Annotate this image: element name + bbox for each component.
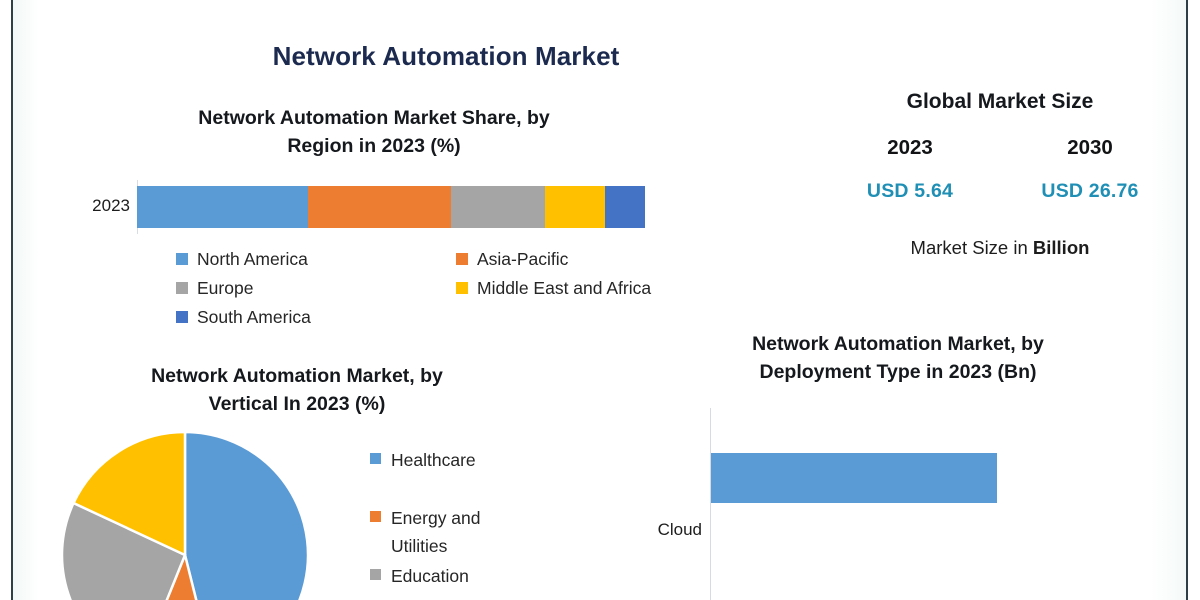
region-legend-label: North America [197, 249, 308, 269]
vertical-legend-item: Healthcare [370, 446, 600, 474]
pie-slice [62, 501, 187, 600]
region-legend-label: Middle East and Africa [477, 278, 652, 299]
global-market-size-values: 2023 USD 5.64 2030 USD 26.76 [820, 136, 1180, 203]
deployment-axis-line [710, 408, 711, 600]
global-footnote-prefix: Market Size in [910, 237, 1033, 258]
region-legend-label: Europe [197, 278, 254, 299]
region-legend-item: Asia-Pacific [456, 249, 736, 269]
global-market-size-footnote: Market Size in Billion [820, 237, 1180, 259]
vertical-pie-chart [62, 432, 308, 600]
pie-slice [71, 432, 187, 557]
legend-swatch-icon [456, 253, 468, 265]
global-year-2030: 2030 [1067, 136, 1113, 159]
deployment-chart-title-line1: Network Automation Market, by [752, 333, 1044, 355]
region-bar-segment [544, 186, 605, 228]
global-market-size-panel: Global Market Size 2023 USD 5.64 2030 US… [820, 90, 1180, 290]
global-year-2023: 2023 [887, 136, 933, 159]
region-legend-item: Europe [176, 278, 456, 298]
global-market-size-2023-column: 2023 USD 5.64 [820, 136, 1000, 203]
pie-slice [183, 432, 308, 600]
deployment-bar-chart: Cloud [640, 408, 1180, 600]
deployment-category-label: Cloud [657, 520, 702, 539]
legend-swatch-icon [456, 282, 468, 295]
page-title: Network Automation Market [272, 41, 620, 71]
global-market-size-2030-column: 2030 USD 26.76 [1000, 136, 1180, 203]
legend-swatch-icon [176, 311, 188, 324]
region-plot-area [137, 180, 647, 234]
vertical-chart-title-line2: Vertical In 2023 (%) [208, 393, 386, 416]
region-chart-title: Network Automation Market Share, by Regi… [96, 104, 652, 161]
vertical-share-panel: Network Automation Market, by Vertical I… [40, 362, 600, 600]
deployment-bar-cloud [711, 453, 997, 503]
vertical-legend-label: Education [391, 566, 469, 586]
global-footnote-unit: Billion [1032, 237, 1090, 258]
region-bar-segment [604, 186, 645, 228]
region-chart-title-line1: Network Automation Market Share, by [198, 107, 550, 129]
region-bar-segment [137, 186, 309, 228]
vertical-legend: Healthcare Energy and Utilities Education [370, 446, 600, 590]
region-chart-title-line2: Region in 2023 (%) [287, 135, 461, 158]
legend-swatch-icon [370, 569, 381, 580]
legend-swatch-icon [370, 453, 381, 464]
region-bar-segment [308, 186, 451, 228]
deployment-type-panel: Network Automation Market, by Deployment… [640, 330, 1180, 600]
region-legend-label: South America [197, 307, 311, 328]
global-value-2030: USD 26.76 [1041, 180, 1139, 202]
deployment-chart-title-line2: Deployment Type in 2023 (Bn) [759, 361, 1037, 384]
vertical-legend-label: Energy and Utilities [391, 508, 481, 556]
vertical-legend-label: Healthcare [391, 450, 476, 470]
region-legend-item: South America [176, 307, 456, 327]
region-stacked-bar-chart: 2023 [36, 180, 676, 240]
left-border-rule [11, 0, 13, 600]
region-legend-item: North America [176, 249, 456, 269]
right-border-rule [1186, 0, 1188, 600]
vertical-legend-item: Education [370, 562, 600, 590]
legend-swatch-icon [176, 282, 188, 295]
legend-swatch-icon [370, 511, 381, 522]
region-legend: North America Asia-Pacific Europe Middle Ea… [176, 249, 736, 336]
region-legend-item: Middle East and Africa [456, 278, 736, 298]
region-share-panel: Network Automation Market Share, by Regi… [36, 104, 676, 339]
vertical-chart-title-line1: Network Automation Market, by [151, 365, 443, 387]
vertical-chart-title: Network Automation Market, by Vertical I… [62, 362, 532, 419]
right-background-wash [1150, 0, 1186, 600]
global-value-2023: USD 5.64 [866, 180, 954, 202]
deployment-chart-title: Network Automation Market, by Deployment… [678, 330, 1118, 387]
left-background-wash [13, 0, 39, 600]
global-market-size-heading: Global Market Size [906, 90, 1094, 113]
pie-slice [165, 550, 198, 600]
vertical-pie-wrapper [62, 432, 310, 600]
region-bar-segment [450, 186, 545, 228]
legend-swatch-icon [176, 253, 188, 265]
region-category-label: 2023 [92, 196, 130, 215]
region-stacked-bar [137, 186, 645, 228]
region-legend-label: Asia-Pacific [477, 249, 569, 269]
vertical-legend-item: Energy and Utilities [370, 504, 600, 560]
